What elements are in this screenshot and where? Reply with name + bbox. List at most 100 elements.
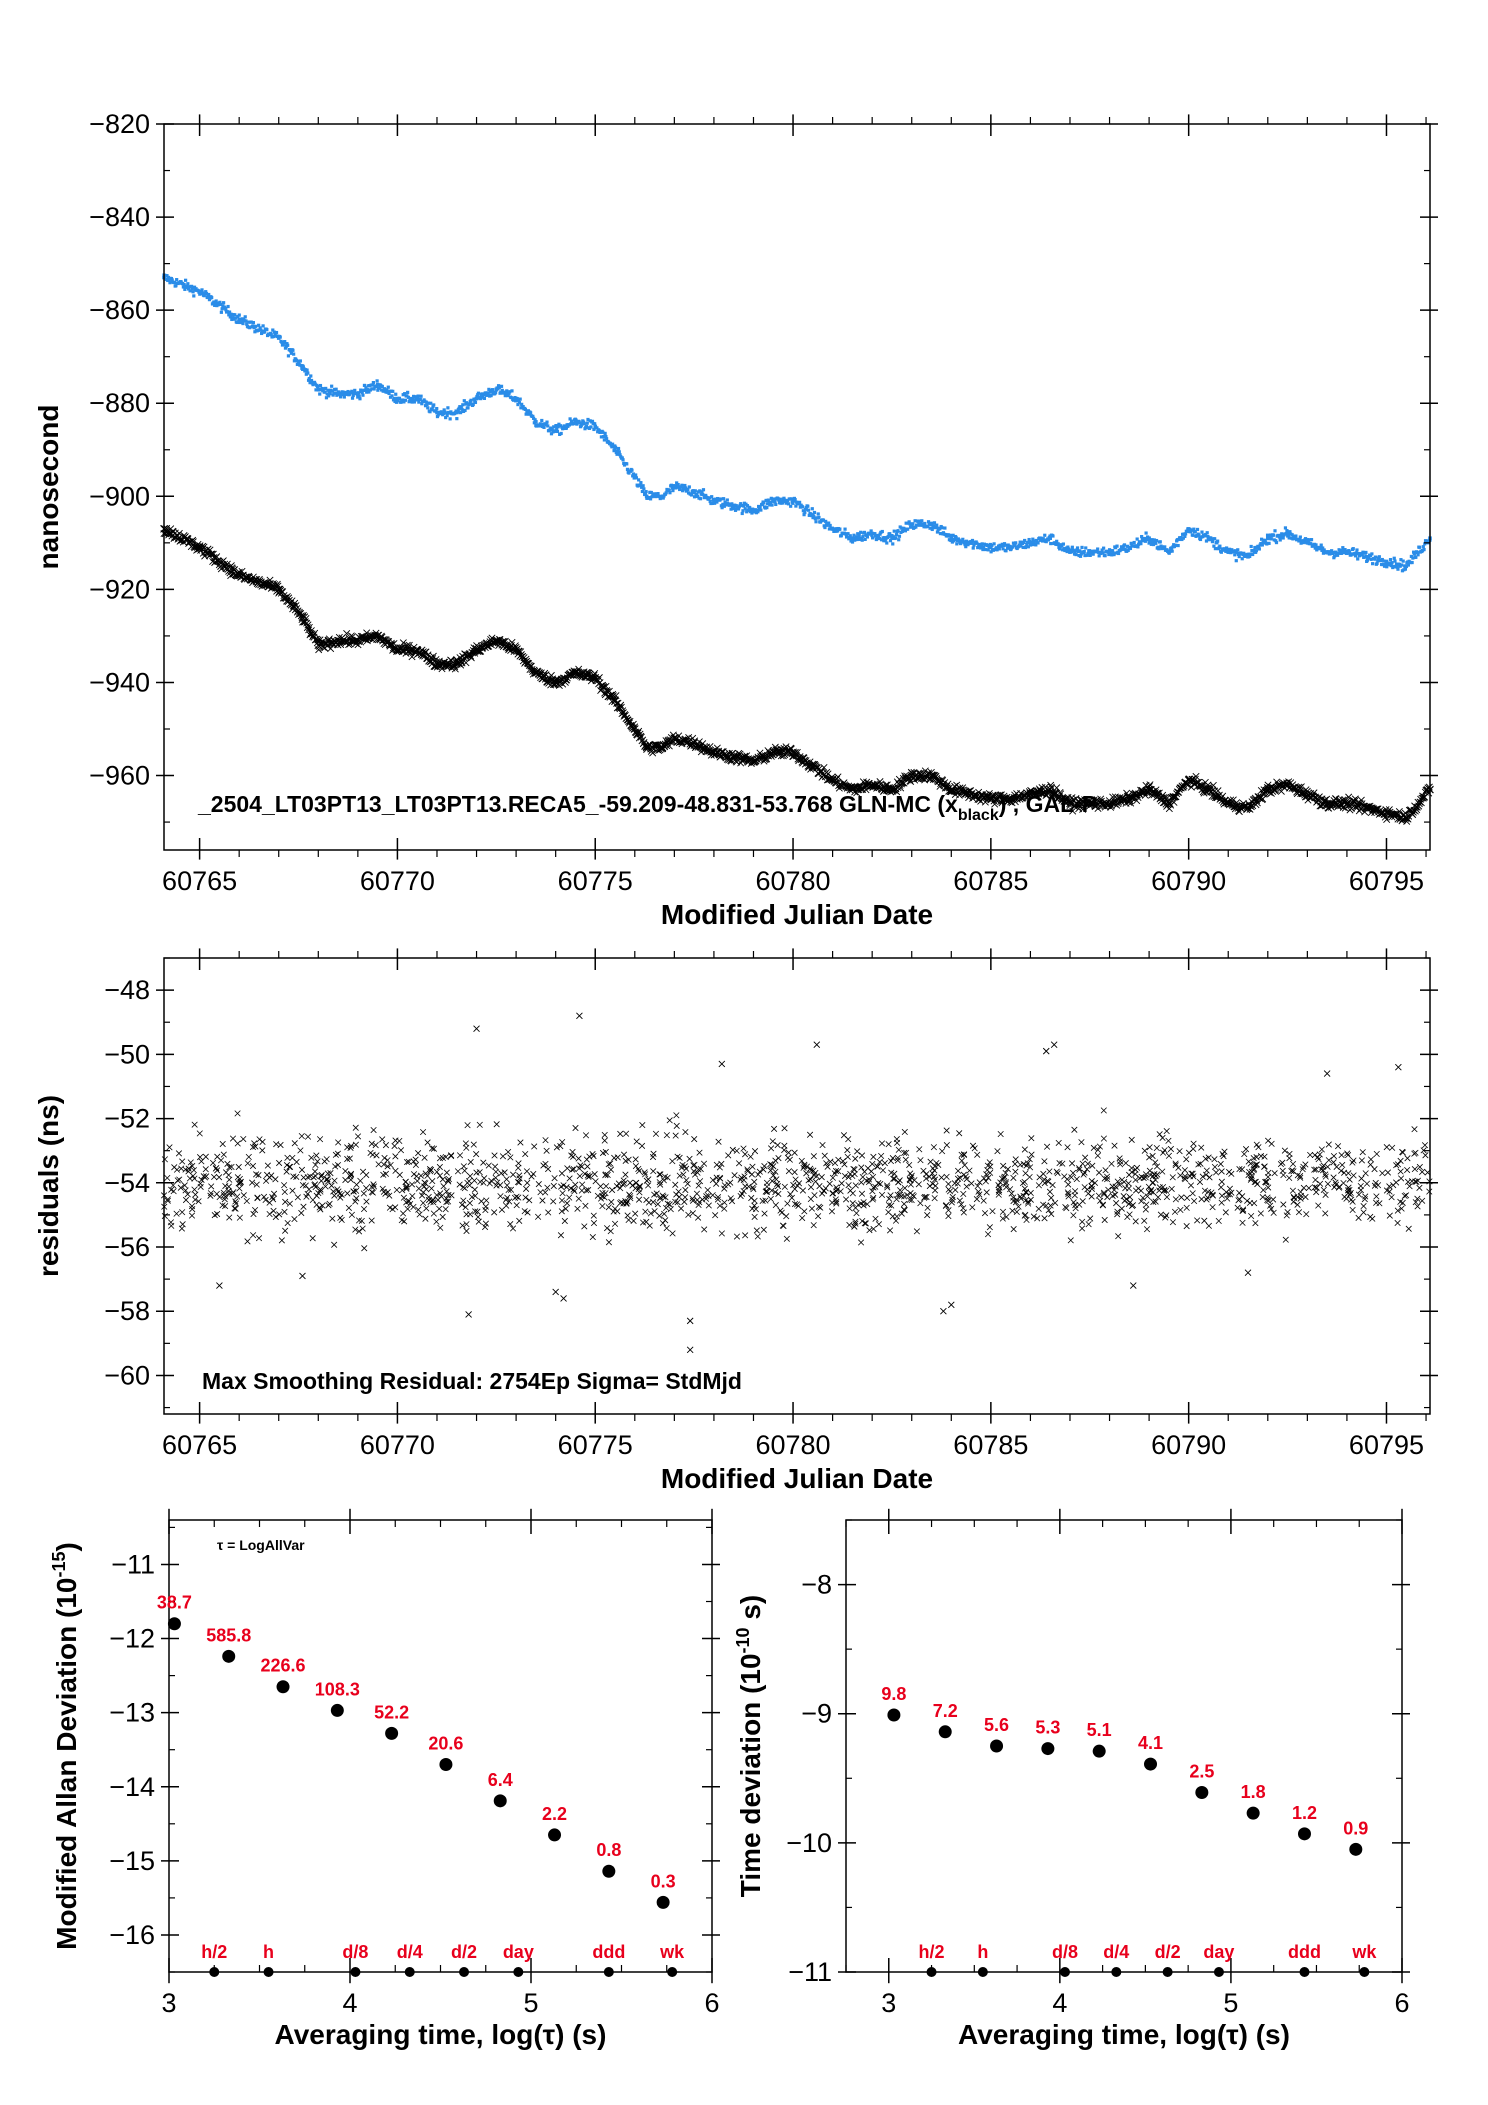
data-point <box>1181 536 1185 540</box>
residual-point <box>701 1226 708 1233</box>
data-point <box>1079 552 1083 556</box>
residual-point <box>591 1171 598 1178</box>
data-point <box>1288 530 1292 534</box>
data-point <box>1150 538 1154 542</box>
data-point <box>554 423 558 428</box>
data-point <box>602 438 606 442</box>
data-point <box>419 394 423 398</box>
data-point <box>764 498 768 503</box>
data-point <box>698 489 702 493</box>
residual-point <box>416 1211 423 1218</box>
residual-point <box>398 1217 405 1224</box>
data-point <box>810 507 814 511</box>
data-point <box>1313 546 1317 550</box>
data-point <box>935 530 940 534</box>
residual-point <box>601 1137 608 1144</box>
data-point <box>914 525 918 529</box>
data-point <box>1287 536 1291 540</box>
data-point <box>1416 553 1420 557</box>
data-point <box>989 550 993 554</box>
data-point <box>888 539 893 543</box>
data-point <box>879 538 884 542</box>
data-point <box>167 278 171 282</box>
data-point <box>238 320 242 325</box>
data-point <box>499 390 503 394</box>
residual-point <box>298 1209 305 1217</box>
residual-points <box>160 1012 1433 1354</box>
data-point <box>353 388 357 392</box>
data-point <box>1158 540 1162 544</box>
data-point <box>189 284 194 288</box>
data-point <box>555 426 559 431</box>
data-point <box>1193 530 1197 534</box>
data-point <box>743 507 747 511</box>
data-point <box>1373 557 1377 561</box>
residual-point <box>858 1164 865 1171</box>
residual-point <box>930 1144 937 1151</box>
residual-point <box>282 1198 289 1205</box>
data-point <box>700 490 704 494</box>
residual-point <box>1183 1194 1191 1202</box>
data-point <box>771 497 776 501</box>
data-point <box>1084 546 1088 550</box>
data-point <box>1367 555 1371 559</box>
residual-point <box>542 1137 549 1144</box>
data-point <box>746 508 750 512</box>
data-point <box>1242 551 1246 555</box>
data-anchor <box>514 396 518 401</box>
residual-point <box>354 1133 362 1140</box>
data-point <box>1204 532 1208 537</box>
data-point <box>581 420 586 424</box>
data-point <box>360 391 364 395</box>
data-point <box>1021 545 1025 550</box>
data-point <box>1350 552 1354 556</box>
residual-point <box>589 1234 596 1241</box>
data-anchor <box>870 531 874 536</box>
data-anchor <box>316 387 321 392</box>
data-point <box>1401 559 1405 563</box>
data-point <box>964 545 968 549</box>
residual-point <box>178 1165 185 1172</box>
data-point <box>907 520 911 524</box>
data-point <box>824 770 832 778</box>
data-point <box>686 488 690 492</box>
residual-point <box>1358 1175 1365 1182</box>
data-point <box>683 483 687 488</box>
data-point <box>1112 552 1116 557</box>
data-point <box>1034 538 1039 543</box>
data-point <box>707 496 712 500</box>
data-point <box>780 501 785 505</box>
data-point <box>1330 549 1334 553</box>
residual-point <box>907 1181 914 1188</box>
data-point <box>272 330 276 334</box>
residual-point <box>1159 1134 1166 1141</box>
residual-point <box>895 1146 902 1153</box>
residual-point <box>599 1202 606 1210</box>
data-point <box>585 421 589 425</box>
residual-point <box>513 1202 520 1209</box>
residual-point <box>893 1213 900 1220</box>
data-point <box>778 497 782 501</box>
residual-point <box>575 1155 582 1162</box>
residual-point <box>459 1222 466 1229</box>
annotation-tail: ) , GAL-P <box>999 791 1097 817</box>
residual-point <box>211 1173 218 1181</box>
residual-point <box>253 1181 260 1188</box>
residual-point <box>632 1210 639 1217</box>
residual-point <box>1302 1193 1309 1201</box>
residual-point <box>943 1142 950 1149</box>
residual-point <box>815 1213 822 1220</box>
data-point <box>1292 534 1296 538</box>
data-point <box>853 538 857 542</box>
data-point <box>631 472 636 476</box>
residual-point <box>192 1191 199 1198</box>
data-point <box>318 383 323 388</box>
data-point <box>1309 542 1313 546</box>
residual-point <box>1010 1174 1017 1181</box>
residual-point <box>682 1128 689 1136</box>
residual-point <box>729 1146 736 1153</box>
residual-point <box>1376 1200 1383 1207</box>
residual-point <box>1156 1131 1163 1138</box>
data-point <box>908 522 912 526</box>
data-point <box>357 394 361 398</box>
